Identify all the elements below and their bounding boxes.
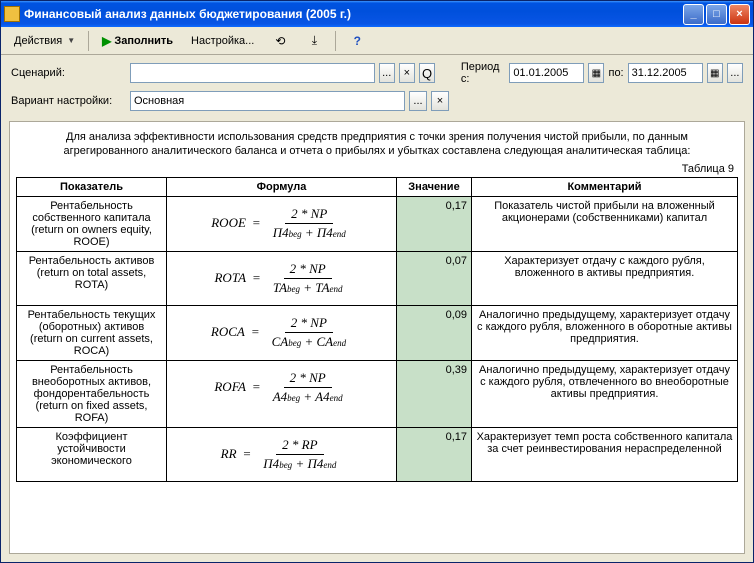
formula-cell: ROOE=2 * NPП4beg + П4end [167, 196, 397, 251]
titlebar: Финансовый анализ данных бюджетирования … [1, 1, 753, 27]
parameters-panel: Сценарий: ... × Q Период с: ▦ по: ▦ ... … [1, 55, 753, 117]
value-cell: 0,39 [397, 360, 472, 427]
analysis-table: Показатель Формула Значение Комментарий … [16, 177, 738, 482]
variant-input[interactable] [130, 91, 405, 111]
minimize-button[interactable]: _ [683, 4, 704, 25]
value-cell: 0,17 [397, 196, 472, 251]
play-icon: ▶ [102, 34, 111, 48]
table-header-row: Показатель Формула Значение Комментарий [17, 177, 738, 196]
comment-cell: Показатель чистой прибыли на вложенный а… [472, 196, 738, 251]
formula-cell: ROCA=2 * NPCAbeg + CAend [167, 305, 397, 360]
maximize-button[interactable]: □ [706, 4, 727, 25]
calendar-from-icon[interactable]: ▦ [588, 63, 604, 83]
table-row: Рентабельность текущих (оборотных) актив… [17, 305, 738, 360]
app-window: Финансовый анализ данных бюджетирования … [0, 0, 754, 563]
report-intro: Для анализа эффективности использования … [16, 128, 738, 161]
comment-cell: Характеризует отдачу с каждого рубля, вл… [472, 251, 738, 305]
header-formula: Формула [167, 177, 397, 196]
report-content: Для анализа эффективности использования … [9, 121, 745, 554]
chevron-down-icon: ▼ [67, 36, 75, 45]
formula-cell: ROFA=2 * NPA4beg + A4end [167, 360, 397, 427]
header-value: Значение [397, 177, 472, 196]
tool-button-1[interactable]: ⟲ [265, 29, 295, 53]
indicator-cell: Рентабельность собственного капитала(ret… [17, 196, 167, 251]
calendar-to-icon[interactable]: ▦ [707, 63, 723, 83]
header-comment: Комментарий [472, 177, 738, 196]
help-button[interactable]: ? [342, 29, 372, 53]
header-indicator: Показатель [17, 177, 167, 196]
scenario-row: Сценарий: ... × Q Период с: ▦ по: ▦ ... [11, 61, 743, 85]
variant-clear-button[interactable]: × [431, 91, 449, 111]
separator [335, 31, 336, 51]
actions-menu[interactable]: Действия ▼ [7, 31, 82, 51]
toolbar: Действия ▼ ▶ Заполнить Настройка... ⟲ ⤓ … [1, 27, 753, 55]
app-icon [4, 6, 20, 22]
variant-label: Вариант настройки: [11, 95, 126, 107]
table-row: Коэффициент устойчивости экономическогоR… [17, 427, 738, 481]
value-cell: 0,09 [397, 305, 472, 360]
close-button[interactable]: × [729, 4, 750, 25]
table-number: Таблица 9 [16, 161, 738, 177]
separator [88, 31, 89, 51]
period-from-label: Период с: [461, 61, 505, 85]
settings-label: Настройка... [191, 35, 254, 47]
variant-select-button[interactable]: ... [409, 91, 427, 111]
period-from-input[interactable] [509, 63, 584, 83]
period-to-input[interactable] [628, 63, 703, 83]
indicator-cell: Рентабельность внеоборотных активов, фон… [17, 360, 167, 427]
scenario-input[interactable] [130, 63, 375, 83]
window-buttons: _ □ × [683, 4, 750, 25]
indicator-cell: Коэффициент устойчивости экономического [17, 427, 167, 481]
value-cell: 0,07 [397, 251, 472, 305]
settings-button[interactable]: Настройка... [184, 31, 261, 51]
help-icon: ? [349, 33, 365, 49]
table-row: Рентабельность активов(return on total a… [17, 251, 738, 305]
period-to-label: по: [608, 67, 623, 79]
scenario-open-button[interactable]: Q [419, 63, 435, 83]
comment-cell: Характеризует темп роста собственного ка… [472, 427, 738, 481]
table-row: Рентабельность собственного капитала(ret… [17, 196, 738, 251]
variant-row: Вариант настройки: ... × [11, 91, 743, 111]
formula-cell: RR=2 * RPП4beg + П4end [167, 427, 397, 481]
scenario-label: Сценарий: [11, 67, 126, 79]
actions-label: Действия [14, 35, 62, 47]
fill-label: Заполнить [114, 35, 173, 47]
save-settings-icon: ⤓ [306, 33, 322, 49]
comment-cell: Аналогично предыдущему, характеризует от… [472, 305, 738, 360]
window-title: Финансовый анализ данных бюджетирования … [24, 7, 683, 21]
comment-cell: Аналогично предыдущему, характеризует от… [472, 360, 738, 427]
indicator-cell: Рентабельность текущих (оборотных) актив… [17, 305, 167, 360]
scenario-clear-button[interactable]: × [399, 63, 415, 83]
fill-button[interactable]: ▶ Заполнить [95, 30, 180, 52]
table-row: Рентабельность внеоборотных активов, фон… [17, 360, 738, 427]
restore-settings-icon: ⟲ [272, 33, 288, 49]
value-cell: 0,17 [397, 427, 472, 481]
tool-button-2[interactable]: ⤓ [299, 29, 329, 53]
period-select-button[interactable]: ... [727, 63, 743, 83]
indicator-cell: Рентабельность активов(return on total a… [17, 251, 167, 305]
formula-cell: ROTA=2 * NPTAbeg + TAend [167, 251, 397, 305]
scenario-select-button[interactable]: ... [379, 63, 395, 83]
